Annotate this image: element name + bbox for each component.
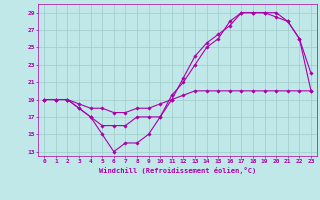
X-axis label: Windchill (Refroidissement éolien,°C): Windchill (Refroidissement éolien,°C) bbox=[99, 167, 256, 174]
